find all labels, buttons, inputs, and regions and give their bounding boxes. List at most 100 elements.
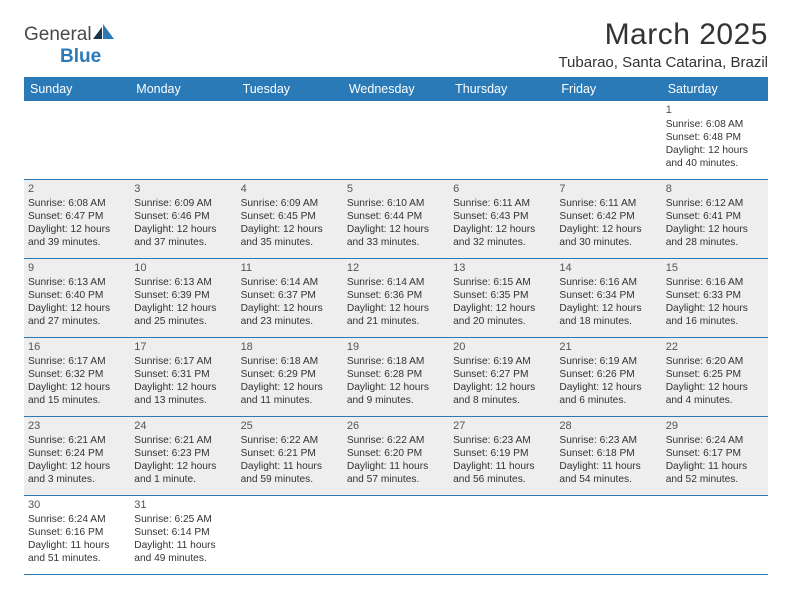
day-number: 31 [134,498,232,512]
day-header-cell: Sunday [24,77,130,101]
sunrise-line: Sunrise: 6:17 AM [134,355,232,368]
sunrise-line: Sunrise: 6:13 AM [28,276,126,289]
daylight-line: Daylight: 11 hours and 59 minutes. [241,460,339,486]
daylight-line: Daylight: 12 hours and 37 minutes. [134,223,232,249]
daylight-line: Daylight: 11 hours and 51 minutes. [28,539,126,565]
sunset-line: Sunset: 6:46 PM [134,210,232,223]
day-number: 24 [134,419,232,433]
day-number: 18 [241,340,339,354]
calendar-day-cell: 12Sunrise: 6:14 AMSunset: 6:36 PMDayligh… [343,259,449,337]
day-number: 17 [134,340,232,354]
calendar-day-cell: 16Sunrise: 6:17 AMSunset: 6:32 PMDayligh… [24,338,130,416]
day-header-cell: Thursday [449,77,555,101]
sunset-line: Sunset: 6:43 PM [453,210,551,223]
day-number: 27 [453,419,551,433]
calendar-day-cell: 22Sunrise: 6:20 AMSunset: 6:25 PMDayligh… [662,338,768,416]
calendar-day-cell: 7Sunrise: 6:11 AMSunset: 6:42 PMDaylight… [555,180,661,258]
sunset-line: Sunset: 6:35 PM [453,289,551,302]
daylight-line: Daylight: 12 hours and 8 minutes. [453,381,551,407]
day-number: 8 [666,182,764,196]
sunset-line: Sunset: 6:36 PM [347,289,445,302]
page-title: March 2025 [558,18,768,52]
daylight-line: Daylight: 11 hours and 52 minutes. [666,460,764,486]
sunrise-line: Sunrise: 6:18 AM [241,355,339,368]
sunrise-line: Sunrise: 6:08 AM [28,197,126,210]
sunrise-line: Sunrise: 6:19 AM [559,355,657,368]
sunrise-line: Sunrise: 6:18 AM [347,355,445,368]
day-number: 22 [666,340,764,354]
calendar-day-header: SundayMondayTuesdayWednesdayThursdayFrid… [24,77,768,101]
calendar-day-cell: 28Sunrise: 6:23 AMSunset: 6:18 PMDayligh… [555,417,661,495]
calendar-day-cell: 23Sunrise: 6:21 AMSunset: 6:24 PMDayligh… [24,417,130,495]
day-number: 28 [559,419,657,433]
daylight-line: Daylight: 11 hours and 57 minutes. [347,460,445,486]
daylight-line: Daylight: 12 hours and 4 minutes. [666,381,764,407]
calendar-day-cell: 19Sunrise: 6:18 AMSunset: 6:28 PMDayligh… [343,338,449,416]
daylight-line: Daylight: 12 hours and 32 minutes. [453,223,551,249]
calendar-day-cell: 3Sunrise: 6:09 AMSunset: 6:46 PMDaylight… [130,180,236,258]
sunrise-line: Sunrise: 6:08 AM [666,118,764,131]
daylight-line: Daylight: 12 hours and 3 minutes. [28,460,126,486]
sunset-line: Sunset: 6:34 PM [559,289,657,302]
daylight-line: Daylight: 12 hours and 18 minutes. [559,302,657,328]
calendar-week-row: 9Sunrise: 6:13 AMSunset: 6:40 PMDaylight… [24,259,768,338]
daylight-line: Daylight: 11 hours and 56 minutes. [453,460,551,486]
day-number: 3 [134,182,232,196]
sunset-line: Sunset: 6:40 PM [28,289,126,302]
calendar-day-cell: 27Sunrise: 6:23 AMSunset: 6:19 PMDayligh… [449,417,555,495]
sunrise-line: Sunrise: 6:22 AM [241,434,339,447]
sunset-line: Sunset: 6:18 PM [559,447,657,460]
day-number: 23 [28,419,126,433]
calendar-week-row: 23Sunrise: 6:21 AMSunset: 6:24 PMDayligh… [24,417,768,496]
daylight-line: Daylight: 12 hours and 9 minutes. [347,381,445,407]
sunset-line: Sunset: 6:29 PM [241,368,339,381]
brand-blue: Blue [60,46,101,67]
sunset-line: Sunset: 6:42 PM [559,210,657,223]
daylight-line: Daylight: 12 hours and 20 minutes. [453,302,551,328]
brand-gray: General [24,24,92,45]
sunrise-line: Sunrise: 6:23 AM [559,434,657,447]
day-header-cell: Tuesday [237,77,343,101]
calendar-day-cell [555,496,661,574]
calendar-day-cell [449,101,555,179]
sunrise-line: Sunrise: 6:13 AM [134,276,232,289]
sunrise-line: Sunrise: 6:22 AM [347,434,445,447]
sunset-line: Sunset: 6:33 PM [666,289,764,302]
daylight-line: Daylight: 12 hours and 13 minutes. [134,381,232,407]
calendar-day-cell: 2Sunrise: 6:08 AMSunset: 6:47 PMDaylight… [24,180,130,258]
sunrise-line: Sunrise: 6:21 AM [28,434,126,447]
calendar-day-cell [130,101,236,179]
day-number: 9 [28,261,126,275]
day-number: 6 [453,182,551,196]
calendar-day-cell [555,101,661,179]
sunrise-line: Sunrise: 6:14 AM [241,276,339,289]
daylight-line: Daylight: 12 hours and 35 minutes. [241,223,339,249]
calendar-day-cell: 5Sunrise: 6:10 AMSunset: 6:44 PMDaylight… [343,180,449,258]
calendar-day-cell: 31Sunrise: 6:25 AMSunset: 6:14 PMDayligh… [130,496,236,574]
daylight-line: Daylight: 12 hours and 23 minutes. [241,302,339,328]
sunrise-line: Sunrise: 6:14 AM [347,276,445,289]
day-header-cell: Wednesday [343,77,449,101]
sunset-line: Sunset: 6:39 PM [134,289,232,302]
calendar-day-cell: 24Sunrise: 6:21 AMSunset: 6:23 PMDayligh… [130,417,236,495]
calendar-day-cell: 1Sunrise: 6:08 AMSunset: 6:48 PMDaylight… [662,101,768,179]
calendar-week-row: 2Sunrise: 6:08 AMSunset: 6:47 PMDaylight… [24,180,768,259]
calendar: SundayMondayTuesdayWednesdayThursdayFrid… [24,77,768,575]
sunset-line: Sunset: 6:23 PM [134,447,232,460]
daylight-line: Daylight: 12 hours and 40 minutes. [666,144,764,170]
sunrise-line: Sunrise: 6:24 AM [666,434,764,447]
sunrise-line: Sunrise: 6:09 AM [134,197,232,210]
sunrise-line: Sunrise: 6:19 AM [453,355,551,368]
calendar-day-cell: 25Sunrise: 6:22 AMSunset: 6:21 PMDayligh… [237,417,343,495]
calendar-body: 1Sunrise: 6:08 AMSunset: 6:48 PMDaylight… [24,101,768,575]
calendar-day-cell: 29Sunrise: 6:24 AMSunset: 6:17 PMDayligh… [662,417,768,495]
sunset-line: Sunset: 6:28 PM [347,368,445,381]
calendar-day-cell: 10Sunrise: 6:13 AMSunset: 6:39 PMDayligh… [130,259,236,337]
calendar-day-cell: 13Sunrise: 6:15 AMSunset: 6:35 PMDayligh… [449,259,555,337]
daylight-line: Daylight: 12 hours and 15 minutes. [28,381,126,407]
day-number: 14 [559,261,657,275]
day-number: 13 [453,261,551,275]
title-block: March 2025 Tubarao, Santa Catarina, Braz… [558,18,768,71]
calendar-day-cell [237,101,343,179]
sunset-line: Sunset: 6:21 PM [241,447,339,460]
